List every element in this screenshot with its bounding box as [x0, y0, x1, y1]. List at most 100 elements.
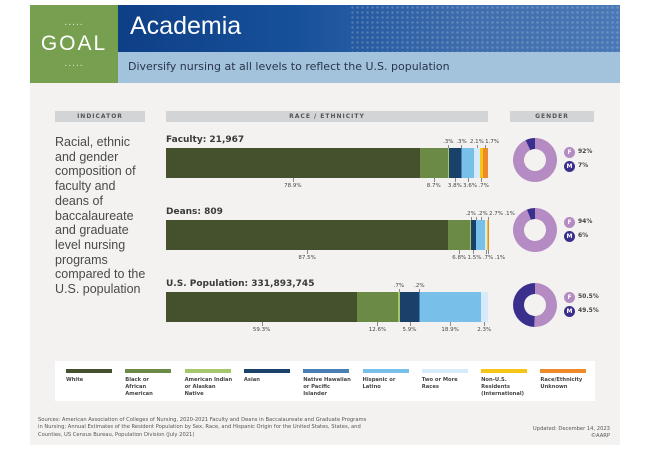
- male-badge: M: [564, 230, 575, 242]
- label-tick: [487, 217, 489, 220]
- label-tick: [461, 145, 463, 148]
- bar-segment-hispanic-or-latino: [461, 148, 474, 178]
- bar-segment-race-ethnicity-unknown: [487, 220, 489, 250]
- data-label: 59.3%: [252, 327, 271, 333]
- male-percent: 7%: [578, 162, 589, 169]
- label-tick: [473, 250, 475, 254]
- data-label: .2%: [465, 211, 476, 217]
- bar-segment-asian: [470, 220, 476, 250]
- bar-segment-native-hawaiian-or-pacific-islander: [460, 148, 462, 178]
- bar-segment-american-indian-or-alaskan-native: [470, 220, 472, 250]
- label-tick: [486, 250, 488, 254]
- data-label: .2%: [477, 211, 488, 217]
- donut-slice-male: [526, 208, 535, 220]
- legend-item-white: White: [66, 369, 116, 384]
- bar-segment-american-indian-or-alaskan-native: [397, 292, 400, 322]
- label-tick: [476, 217, 478, 220]
- data-label: 6.8%: [452, 255, 467, 261]
- indicator-header: INDICATOR: [55, 111, 145, 122]
- label-tick: [485, 145, 487, 148]
- stacked-bar: [166, 148, 488, 178]
- page-title: Academia: [130, 12, 242, 40]
- data-label: 78.9%: [284, 183, 302, 189]
- bar-title: Deans: 809: [166, 207, 223, 217]
- legend-swatch: [243, 369, 290, 373]
- male-badge: M: [564, 305, 575, 317]
- bar-title: Faculty: 21,967: [166, 135, 245, 145]
- gender-header: GENDER: [510, 111, 594, 122]
- copyright: ©AARP: [590, 433, 610, 439]
- bar-segment-two-or-more-races: [480, 292, 488, 322]
- data-label: .7%: [393, 283, 405, 289]
- female-percent: 94%: [578, 218, 593, 225]
- bar-segment-white: [166, 148, 420, 178]
- legend: White Black or African American American I…: [55, 361, 595, 401]
- legend-label: Hispanic or Latino: [362, 377, 396, 390]
- legend-item-hispanic-or-latino: Hispanic or Latino: [362, 369, 413, 391]
- legend-label: Race/Ethnicity Unknown: [540, 377, 583, 390]
- legend-label: Native Hawaiian or Pacific Islander: [303, 377, 351, 397]
- bar-segment-asian: [400, 292, 420, 322]
- label-tick: [261, 322, 263, 326]
- gender-donut: [513, 208, 557, 252]
- data-label: 5.9%: [402, 327, 417, 333]
- label-tick: [377, 322, 379, 326]
- data-label: 3.6%: [463, 183, 478, 189]
- data-label: .7%: [482, 255, 494, 261]
- data-label: 8.7%: [426, 183, 441, 189]
- stacked-bar: [166, 220, 489, 250]
- bar-segment-race-ethnicity-unknown: [482, 148, 488, 178]
- data-label: 18.9%: [441, 327, 459, 333]
- legend-swatch: [303, 369, 350, 373]
- donut-slice-female: [513, 208, 557, 252]
- legend-label: Black or African American: [125, 377, 153, 397]
- donut-slice-male: [513, 283, 535, 327]
- data-label: 12.6%: [368, 327, 387, 333]
- label-tick: [398, 289, 400, 292]
- data-label: 2.7%: [489, 211, 504, 217]
- male-percent: 6%: [578, 232, 589, 239]
- legend-label: Two or More Races: [421, 377, 458, 390]
- legend-label: Asian: [243, 377, 260, 383]
- gender-donut: [513, 138, 557, 182]
- legend-swatch: [66, 369, 112, 373]
- data-label: .2%: [414, 283, 425, 289]
- female-badge: F: [564, 291, 575, 303]
- data-label: .3%: [443, 139, 454, 145]
- legend-swatch: [184, 369, 231, 373]
- female-percent: 92%: [578, 148, 593, 155]
- legend-item-american-indian-or-alaskan-native: American Indian or Alaskan Native: [184, 369, 235, 398]
- label-tick: [484, 322, 486, 326]
- label-tick: [476, 145, 478, 148]
- goal-label: GOAL: [40, 32, 108, 55]
- female-badge: F: [564, 146, 575, 158]
- legend-label: American Indian or Alaskan Native: [184, 377, 233, 397]
- bar-segment-black-or-african-american: [448, 220, 471, 250]
- data-label: 1.7%: [485, 139, 500, 145]
- legend-item-non-u-s-residents-international: Non-U.S. Residents (International): [481, 369, 531, 398]
- donut-slice-male: [525, 138, 535, 151]
- bar-segment-white: [166, 292, 358, 322]
- legend-item-asian: Asian: [243, 369, 294, 384]
- legend-item-native-hawaiian-or-pacific-islander: Native Hawaiian or Pacific Islander: [303, 369, 353, 398]
- race-ethnicity-header: RACE / ETHNICITY: [166, 111, 488, 122]
- label-tick: [419, 289, 421, 292]
- data-label: .1%: [494, 255, 506, 261]
- legend-swatch: [540, 369, 587, 373]
- male-percent: 49.5%: [578, 307, 599, 314]
- data-label: 1.5%: [467, 255, 482, 261]
- goal-box: ..... GOAL .....: [30, 5, 118, 83]
- legend-swatch: [481, 369, 528, 373]
- label-tick: [409, 322, 411, 326]
- page-subtitle: Diversify nursing at all levels to refle…: [128, 60, 450, 73]
- stacked-bar: [166, 292, 488, 322]
- bar-segment-two-or-more-races: [473, 148, 481, 178]
- update-info: Updated: December 14, 2023 ©AARP: [533, 426, 610, 440]
- legend-label: White: [66, 377, 84, 383]
- label-tick: [450, 322, 452, 326]
- female-badge: F: [564, 216, 575, 228]
- label-tick: [292, 178, 294, 182]
- bar-segment-american-indian-or-alaskan-native: [447, 148, 449, 178]
- subtitle-band: Diversify nursing at all levels to refle…: [118, 52, 620, 83]
- sources-text: Sources: American Association of College…: [38, 417, 367, 438]
